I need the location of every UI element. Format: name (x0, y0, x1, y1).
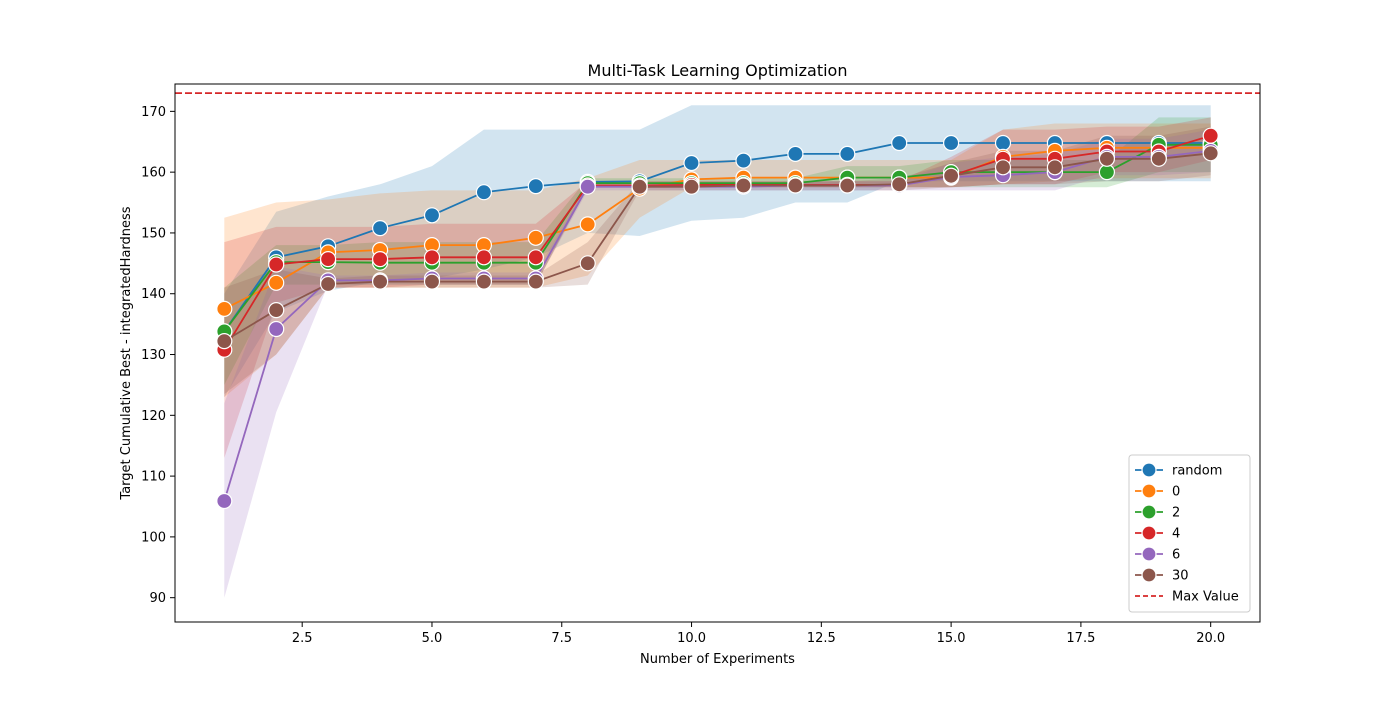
point-30-18 (1098, 150, 1116, 167)
point-4-3 (320, 251, 337, 268)
point-30-9 (631, 178, 648, 195)
point-6-2 (268, 320, 285, 338)
point-30-15 (942, 167, 960, 184)
x-tick-label: 10.0 (677, 631, 706, 646)
y-tick-label: 90 (149, 591, 166, 606)
chart-title: Multi-Task Learning Optimization (588, 61, 848, 80)
point-random-16 (994, 134, 1012, 152)
y-tick-label: 110 (141, 470, 166, 485)
y-tick-label: 140 (141, 287, 166, 302)
point-4-5 (423, 249, 441, 266)
point-30-19 (1150, 150, 1167, 167)
legend-box (1128, 454, 1251, 613)
x-tick-label: 17.5 (1066, 631, 1095, 646)
point-4-7 (527, 249, 544, 266)
x-axis-label: Number of Experiments (640, 652, 795, 667)
band-2 (224, 117, 1211, 385)
series-points (216, 127, 1219, 510)
point-30-10 (683, 178, 700, 195)
point-random-14 (891, 134, 908, 152)
y-tick-label: 150 (141, 226, 166, 241)
point-30-12 (787, 177, 804, 194)
legend-label-random: random (1172, 464, 1222, 479)
point-random-15 (942, 134, 960, 152)
point-4-2 (268, 256, 285, 273)
point-random-6 (475, 184, 492, 201)
y-axis-label: Target Cumulative Best - integratedHardn… (119, 206, 134, 500)
point-random-12 (787, 145, 804, 162)
legend-label-6: 6 (1172, 548, 1180, 563)
legend-label-0: 0 (1172, 485, 1180, 500)
legend-marker-6 (1141, 546, 1157, 562)
y-tick-label: 100 (141, 530, 166, 545)
y-tick-label: 130 (141, 348, 166, 363)
band-random (224, 105, 1211, 398)
point-random-5 (423, 207, 441, 224)
legend-marker-random (1141, 462, 1157, 478)
legend-marker-4 (1141, 525, 1157, 541)
legend-label-2: 2 (1172, 506, 1180, 521)
point-30-7 (527, 273, 544, 290)
point-random-13 (839, 145, 856, 162)
y-tick-label: 160 (141, 166, 166, 181)
point-30-20 (1202, 145, 1219, 162)
point-random-10 (683, 154, 700, 172)
point-random-7 (527, 178, 544, 195)
x-axis: 2.5 5.0 7.5 10.0 12.5 15.0 17.5 20.0 (292, 622, 1225, 646)
line-0 (223, 146, 1211, 310)
point-30-13 (839, 177, 856, 194)
point-30-1 (216, 333, 233, 350)
plot-frame (174, 83, 1261, 623)
legend: random 0 2 4 6 30 Max Value (1128, 454, 1251, 613)
point-30-17 (1046, 159, 1064, 176)
line-random (223, 142, 1211, 332)
point-30-2 (268, 302, 285, 319)
legend-marker-0 (1141, 483, 1157, 499)
y-axis: 90 100 110 120 130 140 150 160 170 (141, 105, 175, 606)
x-tick-label: 7.5 (551, 631, 572, 646)
series-lines (223, 134, 1211, 502)
legend-marker-2 (1141, 504, 1157, 520)
point-0-2 (268, 274, 285, 291)
point-0-8 (579, 216, 596, 233)
point-4-20 (1202, 127, 1219, 144)
point-30-14 (891, 176, 908, 193)
point-30-3 (320, 275, 337, 293)
line-30 (223, 152, 1211, 342)
band-0 (224, 123, 1211, 398)
legend-label-30: 30 (1172, 569, 1189, 584)
point-6-8 (579, 178, 596, 195)
point-4-4 (372, 251, 389, 268)
point-6-1 (216, 492, 233, 510)
point-0-7 (527, 229, 544, 246)
x-tick-label: 2.5 (292, 631, 313, 646)
x-tick-label: 5.0 (422, 631, 443, 646)
x-tick-label: 20.0 (1196, 631, 1225, 646)
point-random-4 (372, 220, 389, 237)
point-30-6 (475, 273, 492, 290)
x-tick-label: 15.0 (937, 631, 966, 646)
y-tick-label: 170 (141, 105, 166, 120)
point-30-8 (579, 255, 596, 272)
y-tick-label: 120 (141, 409, 166, 424)
point-0-1 (216, 300, 233, 317)
legend-label-max-value: Max Value (1172, 590, 1239, 605)
point-30-11 (735, 177, 752, 194)
point-4-6 (475, 249, 492, 266)
point-30-5 (423, 273, 441, 290)
point-30-4 (372, 273, 389, 290)
legend-label-4: 4 (1172, 527, 1180, 542)
x-tick-label: 12.5 (807, 631, 836, 646)
point-random-11 (735, 152, 752, 169)
point-30-16 (994, 159, 1012, 176)
line-4 (223, 134, 1211, 351)
legend-marker-30 (1141, 567, 1157, 583)
